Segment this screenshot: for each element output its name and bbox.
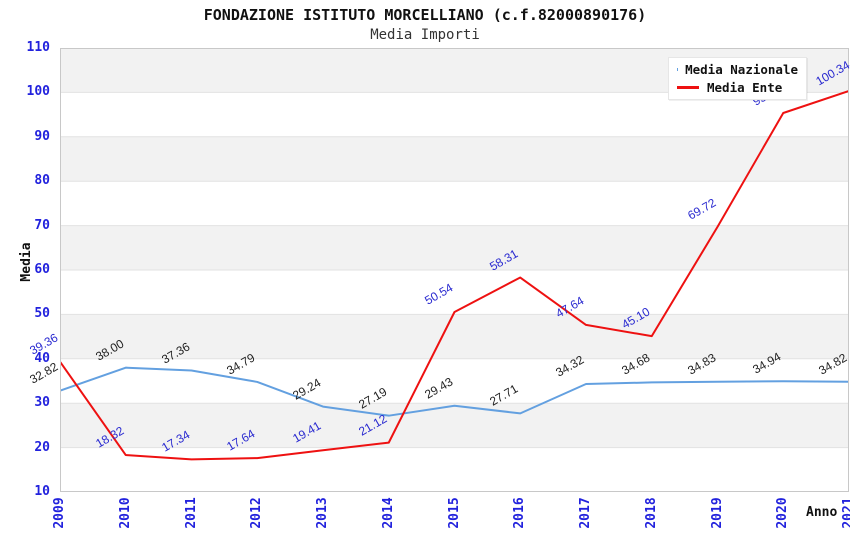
plot-svg xyxy=(59,47,850,493)
x-tick-label: 2014 xyxy=(380,497,396,529)
x-tick-label: 2011 xyxy=(183,497,199,529)
x-tick-label: 2013 xyxy=(315,497,330,529)
legend-swatch-ente-icon xyxy=(677,85,699,89)
chart-title: FONDAZIONE ISTITUTO MORCELLIANO (c.f.820… xyxy=(203,6,647,24)
y-tick-label: 60 xyxy=(34,262,50,277)
x-tick-label: 2017 xyxy=(578,497,593,529)
legend-label-ente: Media Ente xyxy=(707,79,783,95)
x-tick-label: 2010 xyxy=(117,497,133,529)
chart-subtitle: Media Importi xyxy=(370,27,480,43)
plot-border xyxy=(60,48,849,492)
y-tick-label: 80 xyxy=(34,173,50,189)
y-tick-label: 90 xyxy=(34,128,50,144)
y-tick-label: 40 xyxy=(34,350,50,366)
y-tick-label: 50 xyxy=(34,306,50,322)
band xyxy=(60,314,849,359)
plot-area xyxy=(59,47,850,493)
legend-item-media-nazionale: Media Nazionale xyxy=(677,62,798,77)
x-axis-title: Anno xyxy=(806,505,838,520)
x-tick-label: 2012 xyxy=(249,497,265,529)
legend-item-media-ente: Media Ente xyxy=(677,80,798,95)
band xyxy=(60,403,849,448)
x-tick-label: 2015 xyxy=(446,497,462,529)
x-tick-label: 2020 xyxy=(775,497,791,529)
legend: Media Nazionale Media Ente xyxy=(668,57,807,100)
y-tick-label: 30 xyxy=(34,395,50,411)
y-tick-label: 20 xyxy=(34,439,50,455)
x-tick-label: 2016 xyxy=(512,497,528,529)
y-axis-title: Media xyxy=(19,242,34,282)
y-tick-label: 10 xyxy=(34,484,50,499)
y-tick-label: 70 xyxy=(34,217,50,233)
series-line-ente xyxy=(59,89,850,461)
y-tick-label: 100 xyxy=(26,84,50,100)
series-line-nazionale xyxy=(59,366,850,417)
x-tick-label: 2018 xyxy=(643,497,659,529)
legend-label-nazionale: Media Nazionale xyxy=(685,62,798,78)
x-tick-label: 2021 xyxy=(841,497,850,529)
x-tick-label: 2019 xyxy=(709,497,725,529)
x-tick-label: 2009 xyxy=(52,497,67,529)
band xyxy=(60,136,849,182)
band xyxy=(60,225,849,270)
